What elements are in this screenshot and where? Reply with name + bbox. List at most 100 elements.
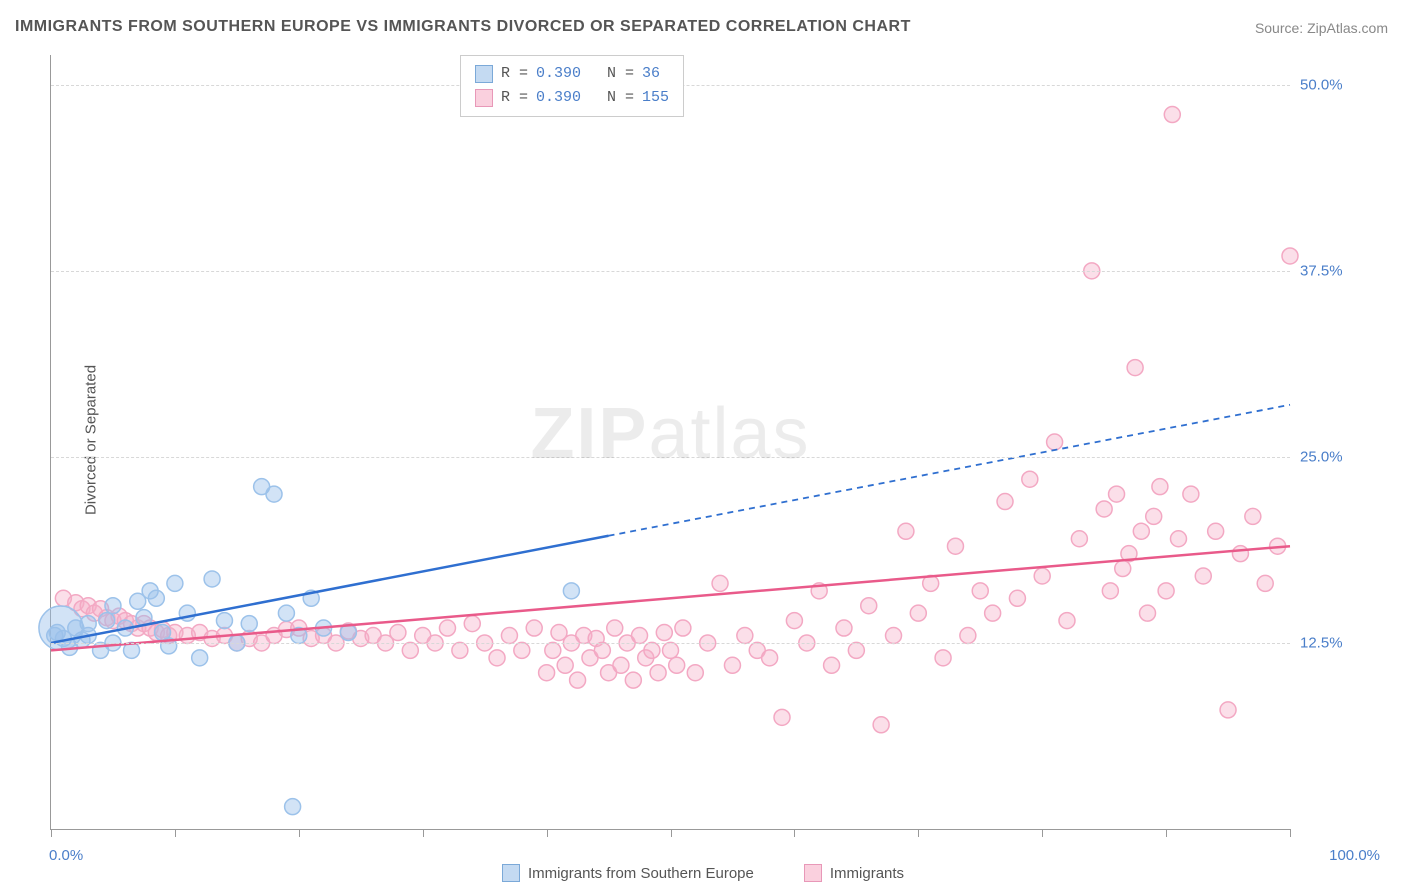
data-point [557,657,573,673]
chart-svg [51,55,1290,829]
data-point [545,642,561,658]
chart-container: IMMIGRANTS FROM SOUTHERN EUROPE VS IMMIG… [0,0,1406,892]
legend-row-series-a: R = 0.390 N = 36 [475,62,669,86]
correlation-legend: R = 0.390 N = 36 R = 0.390 N = 155 [460,55,684,117]
data-point [1096,501,1112,517]
x-tick [918,829,919,837]
x-tick [51,829,52,837]
y-tick-label: 37.5% [1300,262,1380,279]
data-point [1071,531,1087,547]
data-point [402,642,418,658]
trend-line-dashed [609,405,1290,536]
data-point [1257,575,1273,591]
data-point [886,628,902,644]
x-tick [1290,829,1291,837]
data-point [1022,471,1038,487]
data-point [935,650,951,666]
data-point [1220,702,1236,718]
data-point [216,613,232,629]
data-point [1009,590,1025,606]
data-point [675,620,691,636]
data-point [1232,546,1248,562]
data-point [1047,434,1063,450]
data-point [99,613,115,629]
data-point [774,709,790,725]
data-point [1115,561,1131,577]
data-point [539,665,555,681]
data-point [1133,523,1149,539]
y-tick-label: 12.5% [1300,634,1380,651]
data-point [712,575,728,591]
data-point [824,657,840,673]
source-label: Source: ZipAtlas.com [1255,20,1388,36]
data-point [607,620,623,636]
data-point [563,583,579,599]
legend-swatch [502,864,520,882]
data-point [836,620,852,636]
data-point [594,642,610,658]
data-point [1146,508,1162,524]
data-point [997,494,1013,510]
legend-swatch [804,864,822,882]
legend-swatch [475,89,493,107]
data-point [762,650,778,666]
gridline [51,271,1290,272]
data-point [656,625,672,641]
data-point [204,571,220,587]
data-point [489,650,505,666]
data-point [861,598,877,614]
data-point [278,605,294,621]
data-point [1208,523,1224,539]
data-point [1183,486,1199,502]
data-point [1158,583,1174,599]
x-tick [794,829,795,837]
data-point [514,642,530,658]
x-axis-max-label: 100.0% [1329,847,1380,864]
data-point [285,799,301,815]
legend-label: Immigrants from Southern Europe [528,865,754,882]
data-point [650,665,666,681]
data-point [570,672,586,688]
gridline [51,643,1290,644]
data-point [526,620,542,636]
series-legend: Immigrants from Southern Europe Immigran… [0,864,1406,882]
data-point [960,628,976,644]
legend-swatch [475,65,493,83]
data-point [1034,568,1050,584]
data-point [625,672,641,688]
data-point [947,538,963,554]
data-point [1282,248,1298,264]
data-point [452,642,468,658]
data-point [1245,508,1261,524]
data-point [663,642,679,658]
data-point [898,523,914,539]
data-point [1102,583,1118,599]
data-point [644,642,660,658]
data-point [241,616,257,632]
data-point [786,613,802,629]
data-point [873,717,889,733]
data-point [1195,568,1211,584]
x-axis-min-label: 0.0% [49,847,83,864]
data-point [972,583,988,599]
y-tick-label: 25.0% [1300,448,1380,465]
data-point [1140,605,1156,621]
x-tick [423,829,424,837]
data-point [105,598,121,614]
y-tick-label: 50.0% [1300,76,1380,93]
data-point [167,575,183,591]
x-tick [1042,829,1043,837]
legend-label: Immigrants [830,865,904,882]
data-point [669,657,685,673]
data-point [613,657,629,673]
data-point [724,657,740,673]
legend-row-series-b: R = 0.390 N = 155 [475,86,669,110]
data-point [1170,531,1186,547]
x-tick [547,829,548,837]
x-tick [175,829,176,837]
data-point [632,628,648,644]
data-point [1127,360,1143,376]
data-point [464,616,480,632]
data-point [1059,613,1075,629]
data-point [1152,479,1168,495]
